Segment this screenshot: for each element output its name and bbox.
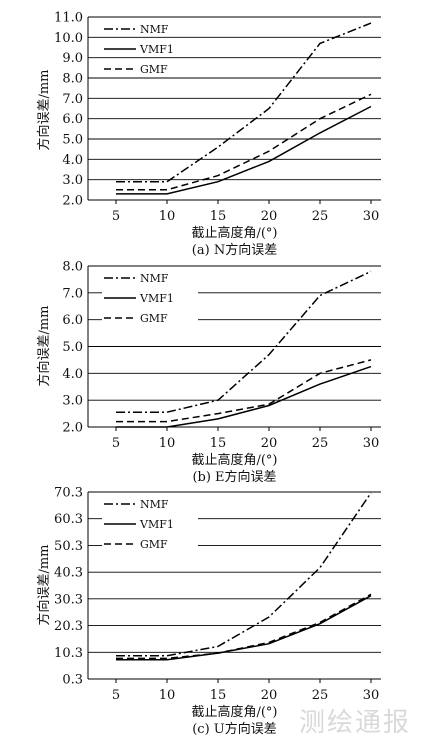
series-line-nmf xyxy=(116,22,372,183)
panel-caption: (a) N方向误差 xyxy=(192,242,277,258)
y-axis-title: 方向误差/mm xyxy=(36,305,52,386)
x-tick-label: 10 xyxy=(159,688,176,703)
x-axis-title: 截止高度角/(°) xyxy=(191,225,277,241)
legend-label: NMF xyxy=(140,272,169,285)
x-tick-label: 25 xyxy=(312,209,329,224)
x-tick-label: 30 xyxy=(363,436,380,451)
x-tick-label: 5 xyxy=(112,688,120,703)
x-tick-label: 15 xyxy=(210,209,227,224)
x-tick-label: 5 xyxy=(112,436,120,451)
y-tick-label: 0.3 xyxy=(62,673,83,688)
legend-backing xyxy=(102,291,198,304)
legend-backing xyxy=(102,537,198,550)
legend-label: NMF xyxy=(140,23,169,36)
legend-backing xyxy=(102,42,198,55)
legend-label: GMF xyxy=(140,63,168,76)
y-tick-label: 2.0 xyxy=(62,194,83,209)
panel-caption: (c) U方向误差 xyxy=(192,721,277,737)
x-tick-label: 10 xyxy=(159,209,176,224)
legend-backing xyxy=(102,62,198,75)
x-tick-label: 20 xyxy=(261,436,278,451)
series-line-vmf1 xyxy=(116,365,372,428)
legend-label: VMF1 xyxy=(139,292,174,305)
y-tick-label: 10.3 xyxy=(54,646,83,661)
chart-panel-2: 2.0 3.0 4.0 5.0 6.0 7.0 8.0 5 10 15 20 25 30 方向误差/mm 截… xyxy=(36,260,381,485)
series-line-vmf1 xyxy=(116,105,372,195)
y-tick-label: 20.3 xyxy=(54,619,83,634)
y-tick-label: 4.0 xyxy=(62,367,83,382)
x-axis-title: 截止高度角/(°) xyxy=(191,452,277,468)
y-tick-label: 7.0 xyxy=(62,286,83,301)
legend-backing xyxy=(102,517,198,530)
chart-panel-3: 0.3 10.3 20.3 30.3 40.3 50.3 60.3 70.3 5 10 15 20 25… xyxy=(36,486,381,737)
y-tick-label: 8.0 xyxy=(62,260,83,275)
legend-label: VMF1 xyxy=(139,518,174,531)
x-tick-label: 5 xyxy=(112,209,120,224)
y-tick-label: 7.0 xyxy=(62,92,83,107)
legend-backing xyxy=(102,497,198,510)
y-tick-label: 60.3 xyxy=(54,512,83,527)
x-tick-label: 30 xyxy=(363,688,380,703)
series-line-nmf xyxy=(116,492,372,657)
x-tick-label: 15 xyxy=(210,436,227,451)
x-tick-label: 15 xyxy=(210,688,227,703)
y-tick-label: 70.3 xyxy=(54,486,83,501)
x-tick-label: 30 xyxy=(363,209,380,224)
x-tick-label: 10 xyxy=(159,436,176,451)
legend-label: NMF xyxy=(140,498,169,511)
y-tick-label: 10.0 xyxy=(54,31,83,46)
y-tick-label: 6.0 xyxy=(62,112,83,127)
x-tick-label: 25 xyxy=(312,688,329,703)
y-tick-label: 3.0 xyxy=(62,173,83,188)
x-tick-label: 20 xyxy=(261,688,278,703)
y-tick-label: 9.0 xyxy=(62,51,83,66)
watermark: 测绘通报 xyxy=(298,708,411,738)
x-tick-label: 20 xyxy=(261,209,278,224)
chart-panel-1: 2.0 3.0 4.0 5.0 6.0 7.0 8.0 9.0 10.0 11.0 5 10 15 20 2… xyxy=(36,11,381,258)
legend-label: GMF xyxy=(140,312,168,325)
y-tick-label: 3.0 xyxy=(62,394,83,409)
y-tick-label: 11.0 xyxy=(54,11,83,26)
series-line-vmf1 xyxy=(116,595,372,661)
legend-label: GMF xyxy=(140,538,168,551)
y-tick-label: 6.0 xyxy=(62,313,83,328)
y-tick-label: 5.0 xyxy=(62,133,83,148)
y-tick-label: 8.0 xyxy=(62,72,83,87)
x-axis-title: 截止高度角/(°) xyxy=(191,704,277,720)
legend-backing xyxy=(102,311,198,324)
legend-label: VMF1 xyxy=(139,43,174,56)
legend-backing xyxy=(102,22,198,35)
y-axis-title: 方向误差/mm xyxy=(36,544,52,625)
y-axis-title: 方向误差/mm xyxy=(36,69,52,150)
y-tick-label: 4.0 xyxy=(62,153,83,168)
series-line-nmf xyxy=(116,270,372,413)
panel-caption: (b) E方向误差 xyxy=(192,469,276,485)
y-tick-label: 5.0 xyxy=(62,340,83,355)
y-tick-label: 30.3 xyxy=(54,592,83,607)
series-line-gmf xyxy=(116,359,372,423)
x-tick-label: 25 xyxy=(312,436,329,451)
y-tick-label: 2.0 xyxy=(62,421,83,436)
series-line-gmf xyxy=(116,93,372,191)
legend-backing xyxy=(102,271,198,284)
y-tick-label: 40.3 xyxy=(54,566,83,581)
y-tick-label: 50.3 xyxy=(54,539,83,554)
